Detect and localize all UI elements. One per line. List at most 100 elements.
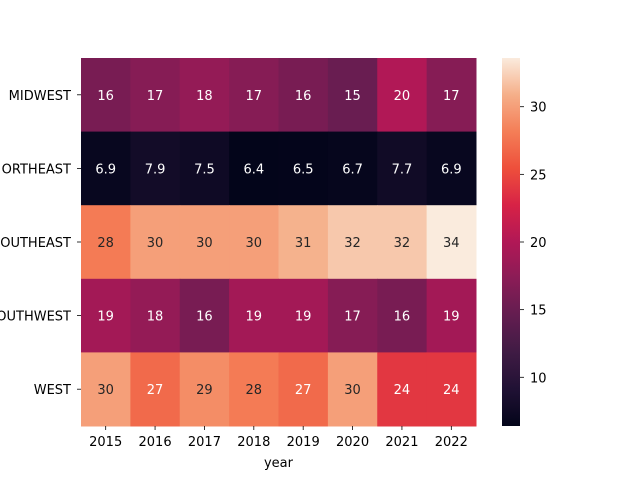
heatmap-cell: [229, 205, 279, 280]
heatmap-cell-label: 16: [97, 89, 114, 104]
heatmap-cell: [377, 58, 428, 133]
heatmap-cell-label: 17: [147, 89, 164, 104]
heatmap-cell-label: 6.7: [342, 162, 363, 177]
colorbar-gradient: [502, 58, 520, 426]
heatmap-cell: [278, 205, 329, 280]
heatmap-cell: [229, 58, 279, 133]
heatmap-cell-label: 6.9: [441, 162, 462, 177]
heatmap-cell: [130, 352, 181, 427]
heatmap-cell-label: 30: [147, 236, 164, 251]
heatmap-cell-label: 30: [97, 383, 114, 398]
heatmap-cell-labels: 16 17 18 17 16 15 20 17 6.9 7.9 7.5 6.4 6.5 6.7 7.7 6.9…: [95, 89, 461, 398]
x-axis-ticks: 2015 2016 2017 2018 2019 2020 2021 2022: [89, 426, 468, 450]
heatmap-cell-label: 16: [295, 89, 312, 104]
colorbar-ticks: 10 15 20 25 30: [520, 101, 547, 386]
heatmap-cell: [81, 352, 131, 427]
heatmap-cell: [179, 278, 230, 353]
heatmap-cell-label: 16: [394, 310, 411, 325]
heatmap-cell-label: 24: [443, 383, 460, 398]
heatmap-cell-label: 7.7: [392, 162, 413, 177]
heatmap-cell: [229, 352, 279, 427]
heatmap-cell: [179, 58, 230, 133]
heatmap-cell: [130, 278, 181, 353]
heatmap-cell-label: 31: [295, 236, 312, 251]
heatmap-cell-label: 27: [295, 383, 312, 398]
y-tick-label: OUTHWEST: [0, 310, 71, 325]
heatmap-cell: [278, 278, 329, 353]
heatmap-cell: [426, 131, 477, 206]
heatmap-cell: [426, 205, 477, 280]
heatmap-cell: [327, 131, 378, 206]
heatmap-cell: [426, 58, 477, 133]
heatmap-cell: [278, 131, 329, 206]
heatmap-cell: [278, 352, 329, 427]
colorbar: [502, 58, 520, 426]
heatmap-cell: [426, 352, 477, 427]
y-tick-label: OUTHEAST: [0, 236, 71, 251]
heatmap-cell: [130, 131, 181, 206]
heatmap-cell-label: 32: [394, 236, 411, 251]
heatmap-cell: [327, 205, 378, 280]
heatmap-cell: [377, 278, 428, 353]
heatmap-cell-label: 7.5: [194, 162, 215, 177]
y-tick-label: MIDWEST: [9, 89, 71, 104]
heatmap-cell: [229, 131, 279, 206]
heatmap-cell-label: 28: [97, 236, 114, 251]
heatmap-cell-label: 17: [344, 310, 361, 325]
heatmap-cell-label: 16: [196, 310, 213, 325]
heatmap-cell: [81, 205, 131, 280]
heatmap-cell: [179, 352, 230, 427]
heatmap-cell-label: 18: [147, 310, 164, 325]
heatmap-cell: [377, 352, 428, 427]
heatmap-cell-label: 28: [246, 383, 263, 398]
heatmap-cell-label: 34: [443, 236, 460, 251]
heatmap-cell-label: 7.9: [145, 162, 166, 177]
heatmap-cell: [278, 58, 329, 133]
heatmap-cell: [81, 58, 131, 133]
x-tick-label: 2019: [287, 435, 320, 450]
y-axis-ticks: MIDWEST ORTHEAST OUTHEAST OUTHWEST WEST: [0, 89, 81, 398]
x-axis-label: year: [264, 456, 294, 471]
heatmap-cell-label: 17: [246, 89, 263, 104]
x-tick-label: 2017: [188, 435, 221, 450]
heatmap-cell-label: 30: [344, 383, 361, 398]
heatmap-cell: [179, 131, 230, 206]
heatmap-cell: [377, 131, 428, 206]
heatmap-cell-label: 17: [443, 89, 460, 104]
heatmap-cell: [327, 352, 378, 427]
heatmap-cell-label: 6.9: [95, 162, 116, 177]
heatmap-cell: [426, 278, 477, 353]
colorbar-tick-label: 15: [530, 304, 547, 319]
x-tick-label: 2018: [237, 435, 270, 450]
heatmap-cell-label: 19: [295, 310, 312, 325]
x-tick-label: 2021: [385, 435, 418, 450]
y-tick-label: ORTHEAST: [2, 162, 71, 177]
heatmap-cell: [130, 58, 181, 133]
x-tick-label: 2016: [139, 435, 172, 450]
x-tick-label: 2022: [435, 435, 468, 450]
colorbar-tick-label: 20: [530, 236, 547, 251]
heatmap-cell: [81, 278, 131, 353]
heatmap-cell: [130, 205, 181, 280]
heatmap-cell: [327, 58, 378, 133]
x-tick-label: 2020: [336, 435, 369, 450]
heatmap-cell-label: 19: [97, 310, 114, 325]
heatmap-cell-label: 24: [394, 383, 411, 398]
colorbar-tick-label: 30: [530, 101, 547, 116]
x-tick-label: 2015: [89, 435, 122, 450]
heatmap-cell: [81, 131, 131, 206]
heatmap-cell-label: 19: [443, 310, 460, 325]
heatmap-cell: [229, 278, 279, 353]
y-tick-label: WEST: [34, 383, 71, 398]
heatmap-cell-label: 30: [246, 236, 263, 251]
heatmap-cell-label: 19: [246, 310, 263, 325]
colorbar-tick-label: 10: [530, 371, 547, 386]
heatmap-cells: [81, 58, 477, 427]
heatmap-cell-label: 6.4: [243, 162, 264, 177]
heatmap-cell: [377, 205, 428, 280]
heatmap-cell-label: 15: [344, 89, 361, 104]
heatmap-cell-label: 27: [147, 383, 164, 398]
colorbar-tick-label: 25: [530, 168, 547, 183]
heatmap-cell-label: 32: [344, 236, 361, 251]
